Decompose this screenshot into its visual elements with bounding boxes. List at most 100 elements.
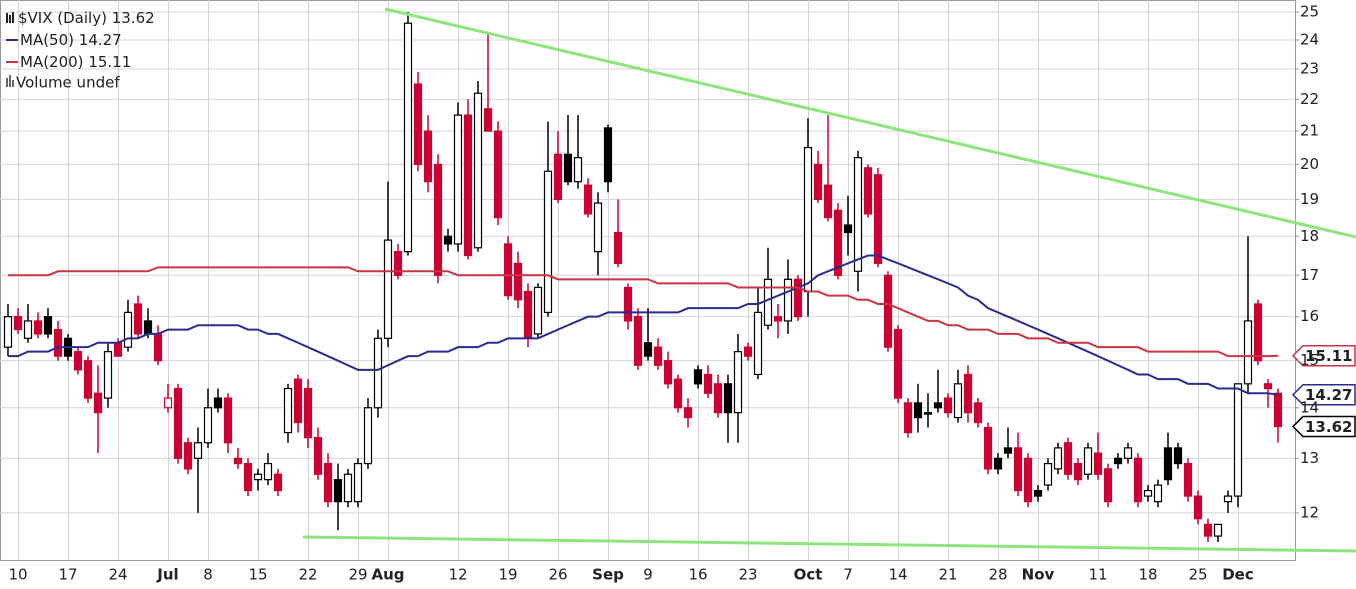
candle-body bbox=[723, 383, 733, 414]
ma-line bbox=[8, 266, 1279, 358]
candle-body bbox=[1213, 523, 1223, 537]
x-tick-label: 21 bbox=[938, 566, 957, 584]
candle-body bbox=[663, 360, 673, 385]
candle-body bbox=[1133, 457, 1143, 503]
candle-body bbox=[223, 397, 233, 444]
candle-body bbox=[653, 346, 663, 366]
candle-body bbox=[1193, 495, 1203, 520]
candle-body bbox=[193, 442, 203, 459]
last-close: 13.62 bbox=[112, 9, 155, 27]
candle-body bbox=[883, 274, 893, 348]
x-tick-label: 29 bbox=[348, 566, 367, 584]
candle-body bbox=[103, 351, 113, 399]
candle-body bbox=[963, 373, 973, 414]
candle-body bbox=[913, 402, 923, 419]
candle-body bbox=[943, 397, 953, 414]
candle-body bbox=[683, 407, 693, 419]
price-tags: 15.11 14.27 13.62 bbox=[1291, 344, 1356, 438]
candle-body bbox=[463, 114, 473, 257]
candle-body bbox=[803, 146, 813, 293]
candle-body bbox=[73, 351, 83, 371]
candle-body bbox=[363, 407, 373, 465]
legend: $VIX (Daily) 13.62 MA(50) 14.27 MA(200) … bbox=[6, 9, 155, 92]
candle-body bbox=[1033, 489, 1043, 497]
candle-body bbox=[243, 462, 253, 492]
x-tick-label: 24 bbox=[108, 566, 127, 584]
candle-body bbox=[423, 130, 433, 183]
candle-body bbox=[443, 235, 453, 245]
price-tag-label: 14.27 bbox=[1305, 386, 1352, 404]
price-tag bbox=[1291, 383, 1356, 406]
candle-body bbox=[1163, 447, 1173, 481]
candle-body bbox=[933, 402, 943, 409]
candle-body bbox=[603, 127, 613, 183]
candle-body bbox=[1183, 462, 1193, 497]
y-tick-label: 24 bbox=[1300, 31, 1319, 49]
x-tick-label: 9 bbox=[643, 566, 653, 584]
y-tick-label: 13 bbox=[1300, 449, 1319, 467]
candle-body bbox=[583, 184, 593, 215]
candle-body bbox=[1123, 447, 1133, 459]
candle-body bbox=[1203, 523, 1213, 537]
candle-body bbox=[1103, 468, 1113, 503]
candle-body bbox=[793, 278, 803, 318]
candle-body bbox=[823, 184, 833, 219]
x-tick-label: 11 bbox=[1088, 566, 1107, 584]
candle-body bbox=[1053, 447, 1063, 470]
candle-body bbox=[473, 92, 483, 249]
y-tick-label: 20 bbox=[1300, 155, 1319, 173]
candle-body bbox=[833, 209, 843, 276]
legend-icon bbox=[9, 15, 11, 23]
candle-body bbox=[863, 167, 873, 215]
y-tick-label: 19 bbox=[1300, 190, 1319, 208]
candle-body bbox=[153, 333, 163, 362]
candle-body bbox=[43, 316, 53, 335]
x-tick-label: 10 bbox=[8, 566, 27, 584]
candle-body bbox=[183, 442, 193, 470]
candle-body bbox=[783, 278, 793, 322]
x-tick-label: Aug bbox=[371, 566, 404, 584]
candle-body bbox=[973, 402, 983, 424]
candle-body bbox=[483, 108, 493, 132]
candle-body bbox=[1063, 442, 1073, 475]
candle-body bbox=[703, 373, 713, 394]
candle-body bbox=[873, 174, 883, 264]
x-tick-label: 12 bbox=[448, 566, 467, 584]
legend-entry: MA(200) 15.11 bbox=[20, 53, 131, 71]
x-tick-label: 14 bbox=[888, 566, 907, 584]
candle-body bbox=[753, 311, 763, 376]
candle-body bbox=[993, 457, 1003, 470]
candle-body bbox=[743, 346, 753, 357]
legend-title: $VIX (Daily) 13.62 bbox=[18, 9, 155, 27]
candle-body bbox=[263, 462, 273, 481]
legend-entry: MA(50) 14.27 bbox=[20, 31, 122, 49]
legend-name: MA(200) bbox=[20, 53, 84, 71]
volume-label: Volume undef bbox=[16, 74, 120, 92]
candle-body bbox=[23, 320, 33, 339]
legend-icon bbox=[6, 13, 8, 23]
price-tag bbox=[1291, 415, 1356, 438]
price-tag-label: 13.62 bbox=[1305, 418, 1352, 436]
candle-body bbox=[1263, 383, 1273, 390]
candle-body bbox=[493, 130, 503, 219]
legend-icon bbox=[9, 75, 11, 87]
candle-body bbox=[563, 153, 573, 183]
candle-body bbox=[853, 157, 863, 272]
candle-body bbox=[713, 383, 723, 414]
x-tick-label: 26 bbox=[548, 566, 567, 584]
x-tick-label: Jul bbox=[156, 566, 178, 584]
candle-body bbox=[303, 387, 313, 439]
candle-body bbox=[453, 114, 463, 245]
candle-body bbox=[1173, 447, 1183, 465]
candle-body bbox=[1003, 447, 1013, 454]
candle-body bbox=[693, 369, 703, 385]
candle-body bbox=[373, 337, 383, 409]
candle-body bbox=[1153, 484, 1163, 503]
candle-body bbox=[403, 22, 413, 253]
price-tag bbox=[1291, 344, 1356, 367]
x-tick-label: Dec bbox=[1222, 566, 1254, 584]
x-tick-label: 22 bbox=[298, 566, 317, 584]
x-tick-label: 7 bbox=[843, 566, 853, 584]
candle-body bbox=[213, 397, 223, 409]
candle-body bbox=[133, 303, 143, 335]
